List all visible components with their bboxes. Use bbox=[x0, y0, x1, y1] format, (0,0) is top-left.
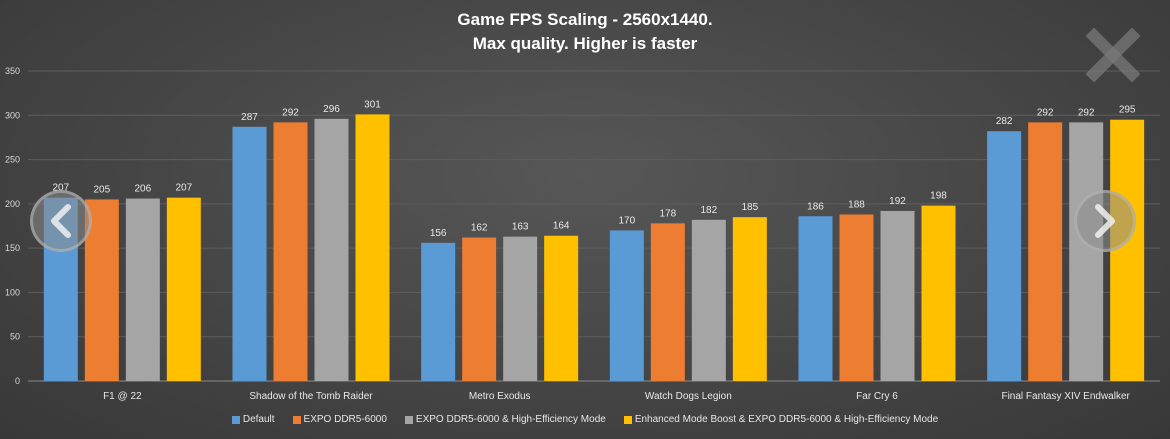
legend-item: Default bbox=[231, 414, 275, 425]
legend-swatch bbox=[623, 415, 632, 424]
data-label: 206 bbox=[134, 184, 151, 195]
y-tick-label: 150 bbox=[5, 243, 20, 253]
chart-title-line-2: Max quality. Higher is faster bbox=[472, 34, 698, 53]
data-label: 292 bbox=[1078, 107, 1095, 118]
legend-swatch bbox=[231, 415, 240, 424]
chart-title: Game FPS Scaling - 2560x1440. Max qualit… bbox=[0, 8, 1170, 56]
data-label: 163 bbox=[512, 222, 529, 233]
data-label: 295 bbox=[1119, 105, 1136, 116]
bar bbox=[650, 223, 685, 381]
previous-slide-button[interactable] bbox=[30, 190, 92, 252]
bar bbox=[355, 114, 390, 382]
bar bbox=[232, 126, 267, 381]
data-label: 205 bbox=[93, 184, 110, 195]
bar bbox=[314, 118, 349, 381]
legend-label: Default bbox=[242, 414, 275, 425]
bar bbox=[273, 122, 308, 381]
bar bbox=[166, 197, 201, 381]
data-label: 292 bbox=[1037, 107, 1054, 118]
data-label: 170 bbox=[618, 215, 635, 226]
legend-swatch bbox=[404, 415, 413, 424]
x-tick-label: F1 @ 22 bbox=[103, 391, 142, 402]
data-label: 178 bbox=[659, 208, 676, 219]
legend-swatch bbox=[292, 415, 301, 424]
close-icon bbox=[1085, 27, 1141, 83]
y-tick-label: 0 bbox=[15, 376, 20, 386]
data-label: 156 bbox=[430, 228, 447, 239]
data-label: 188 bbox=[848, 199, 865, 210]
data-label: 198 bbox=[930, 191, 947, 202]
bar bbox=[732, 217, 767, 381]
bar bbox=[544, 235, 579, 381]
data-label: 186 bbox=[807, 201, 824, 212]
chart-legend: Default EXPO DDR5-6000 EXPO DDR5-6000 & Hi… bbox=[0, 414, 1170, 425]
bar bbox=[1110, 119, 1145, 381]
data-label: 164 bbox=[553, 221, 570, 232]
x-tick-label: Metro Exodus bbox=[469, 391, 531, 402]
y-tick-label: 200 bbox=[5, 199, 20, 209]
close-button[interactable] bbox=[1085, 27, 1141, 83]
bar bbox=[798, 216, 833, 381]
next-slide-button[interactable] bbox=[1074, 190, 1136, 252]
chevron-right-icon bbox=[1095, 204, 1115, 238]
data-label: 185 bbox=[741, 202, 758, 213]
bar bbox=[503, 236, 538, 381]
legend-label: EXPO DDR5-6000 & High-Efficiency Mode bbox=[415, 414, 606, 425]
x-tick-label: Far Cry 6 bbox=[856, 391, 898, 402]
legend-label: EXPO DDR5-6000 bbox=[303, 414, 387, 425]
legend-item: Enhanced Mode Boost & EXPO DDR5-6000 & H… bbox=[623, 414, 939, 425]
x-tick-label: Final Fantasy XIV Endwalker bbox=[1001, 391, 1130, 402]
bar bbox=[839, 214, 874, 381]
bar bbox=[987, 131, 1022, 381]
data-label: 296 bbox=[323, 104, 340, 115]
bar bbox=[125, 198, 160, 381]
y-tick-label: 50 bbox=[10, 332, 20, 342]
data-label: 301 bbox=[364, 99, 381, 110]
y-tick-label: 300 bbox=[5, 110, 20, 120]
chart-title-line-1: Game FPS Scaling - 2560x1440. bbox=[457, 10, 713, 29]
data-label: 207 bbox=[175, 183, 192, 194]
data-label: 287 bbox=[241, 112, 258, 123]
x-tick-label: Shadow of the Tomb Raider bbox=[249, 391, 373, 402]
y-tick-label: 100 bbox=[5, 287, 20, 297]
chevron-left-icon bbox=[51, 204, 71, 238]
data-label: 192 bbox=[889, 196, 906, 207]
bar bbox=[609, 230, 644, 381]
data-label: 282 bbox=[996, 116, 1013, 127]
bar bbox=[1028, 122, 1063, 381]
data-label: 182 bbox=[700, 205, 717, 216]
legend-item: EXPO DDR5-6000 & High-Efficiency Mode bbox=[404, 414, 606, 425]
data-label: 207 bbox=[52, 183, 69, 194]
bar bbox=[921, 205, 956, 381]
bar bbox=[421, 242, 456, 381]
data-label: 292 bbox=[282, 107, 299, 118]
legend-item: EXPO DDR5-6000 bbox=[292, 414, 387, 425]
data-label: 162 bbox=[471, 223, 488, 234]
legend-label: Enhanced Mode Boost & EXPO DDR5-6000 & H… bbox=[634, 414, 939, 425]
bar bbox=[691, 219, 726, 381]
y-tick-label: 350 bbox=[5, 66, 20, 76]
bar bbox=[1069, 122, 1104, 381]
y-tick-label: 250 bbox=[5, 155, 20, 165]
x-tick-label: Watch Dogs Legion bbox=[645, 391, 732, 402]
bar bbox=[880, 210, 915, 381]
bar bbox=[462, 237, 497, 381]
